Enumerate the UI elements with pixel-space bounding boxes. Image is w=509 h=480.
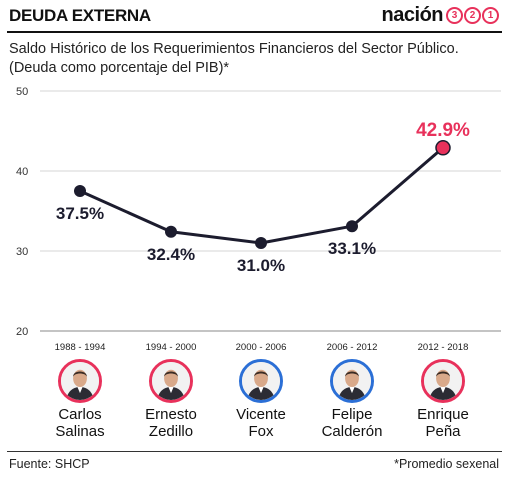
subtitle-line-2: (Deuda como porcentaje del PIB)* <box>9 60 230 76</box>
y-tick-label: 20 <box>16 326 28 338</box>
portrait-icon <box>330 359 374 403</box>
source-note: Fuente: SHCP <box>9 457 90 471</box>
portrait-icon <box>421 359 465 403</box>
president-name: Carlos Salinas <box>55 406 105 440</box>
x-tick-label: 1994 - 2000 <box>145 342 197 353</box>
subtitle-line-1: Saldo Histórico de los Requerimientos Fi… <box>9 41 459 57</box>
series-line <box>79 146 444 245</box>
y-tick-label: 50 <box>16 86 28 98</box>
brand-word: nación <box>381 4 444 26</box>
president-name: Vicente Fox <box>236 406 286 440</box>
data-point <box>74 185 86 197</box>
line-chart: 20 30 40 50 37.5% 32.4% 31.0% 33.1% 42.9% <box>16 86 501 338</box>
president-name: Enrique Peña <box>417 406 469 440</box>
x-tick-label: 2012 - 2018 <box>417 342 469 353</box>
data-point <box>255 237 267 249</box>
page-title: DEUDA EXTERNA <box>9 6 151 25</box>
data-label: 37.5% <box>56 204 104 223</box>
data-label: 33.1% <box>328 239 376 258</box>
x-tick-label: 2000 - 2006 <box>235 342 287 353</box>
bottom-divider <box>7 451 502 452</box>
footnote: *Promedio sexenal <box>394 457 499 471</box>
portrait-icon <box>149 359 193 403</box>
brand-digit: 1 <box>482 7 499 24</box>
portrait-icon <box>239 359 283 403</box>
chart-subtitle: Saldo Histórico de los Requerimientos Fi… <box>9 40 504 78</box>
brand-digit: 2 <box>464 7 481 24</box>
y-tick-label: 30 <box>16 246 28 258</box>
portrait-icon <box>58 359 102 403</box>
president-name: Ernesto Zedillo <box>145 406 197 440</box>
data-label: 32.4% <box>147 245 195 264</box>
brand-digits: 3 2 1 <box>445 7 499 24</box>
y-tick-label: 40 <box>16 166 28 178</box>
data-label: 42.9% <box>416 120 470 141</box>
brand-digit: 3 <box>446 7 463 24</box>
top-divider <box>7 31 502 33</box>
data-point <box>346 220 358 233</box>
data-label: 31.0% <box>237 256 285 275</box>
data-point <box>165 225 177 238</box>
data-point <box>435 140 451 156</box>
x-tick-label: 1988 - 1994 <box>54 342 106 353</box>
brand-logo: nación 3 2 1 <box>382 4 499 27</box>
x-tick-label: 2006 - 2012 <box>326 342 378 353</box>
period-labels: 1988 - 1994 1994 - 2000 2000 - 2006 2006 - … <box>0 342 509 358</box>
president-name: Felipe Calderón <box>321 406 383 440</box>
